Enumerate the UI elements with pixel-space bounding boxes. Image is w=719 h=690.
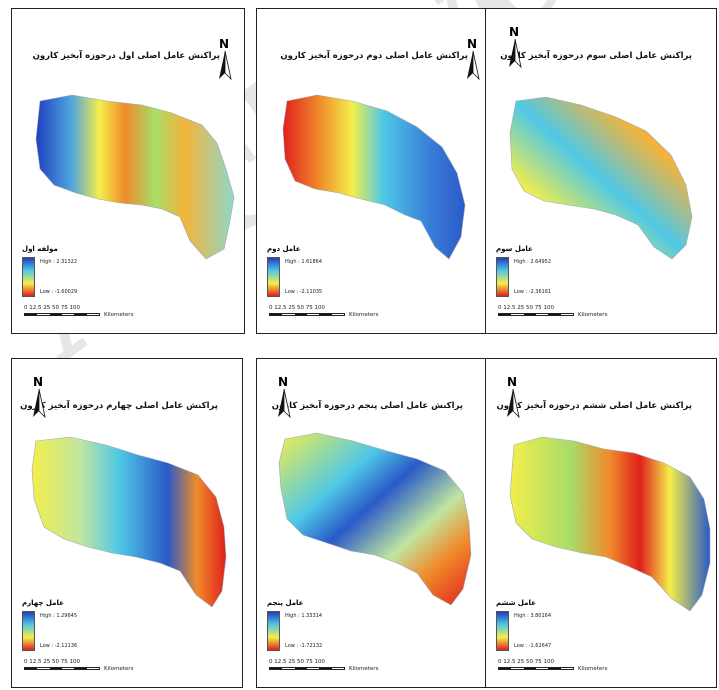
basin-polygon [509,436,711,612]
legend-title: عامل ششم [496,599,536,607]
north-label: N [509,25,520,39]
map-panel: پراکنش عامل اصلی سوم درحوزه آبخیز کارون N… [485,8,717,334]
legend-low-value: Low : -2.11035 [285,289,323,295]
basin-polygon [282,94,466,260]
map-panel: پراکنش عامل اصلی ششم درحوزه آبخیز کارون N… [485,358,717,688]
north-arrow-icon: N [464,37,482,81]
north-label: N [33,375,44,389]
legend-high-value: High : 1.61864 [285,259,323,265]
legend-low-value: Low : -1.72132 [285,643,323,649]
legend-title: مولفه اول [22,245,58,253]
legend-color-ramp [496,257,509,297]
interpolated-surface-map [282,94,466,260]
north-arrow-icon: N [504,375,522,419]
north-arrow-icon: N [30,375,48,419]
legend-high-value: High : 1.33314 [285,613,323,619]
scale-bar-ticks: 0 12.5 25 50 75 100 [24,305,80,311]
legend-title: عامل سوم [496,245,533,253]
map-panel: پراکنش عامل اصلی چهارم درحوزه آبخیز کارو… [11,358,243,688]
legend-color-ramp [267,257,280,297]
north-arrow-icon: N [216,37,234,81]
basin-polygon [509,96,693,260]
scale-bar: 0 12.5 25 50 75 100 Kilometers [24,305,154,321]
basin-polygon [31,436,227,608]
scale-bar-ticks: 0 12.5 25 50 75 100 [498,305,554,311]
north-label: N [467,37,478,51]
interpolated-surface-map [509,96,693,260]
legend-title: عامل دوم [267,245,301,253]
scale-bar: 0 12.5 25 50 75 100 Kilometers [269,659,399,675]
legend-high-value: High : 2.64952 [514,259,552,265]
legend-color-ramp [267,611,280,651]
scale-bar-ticks: 0 12.5 25 50 75 100 [269,659,325,665]
scale-bar-ticks: 0 12.5 25 50 75 100 [24,659,80,665]
map-panel: پراکنش عامل اصلی پنجم درحوزه آبخیز کارون… [256,358,488,688]
scale-bar-ticks: 0 12.5 25 50 75 100 [498,659,554,665]
map-panel: پراکنش عامل اصلی دوم درحوزه آبخیز کارون N… [256,8,493,334]
north-arrow-icon: N [275,375,293,419]
interpolated-surface-map [35,94,235,260]
north-label: N [219,37,230,51]
scale-bar-units: Kilometers [104,666,134,672]
legend-title: عامل چهارم [22,599,64,607]
basin-polygon [278,432,472,606]
map-title: پراکنش عامل اصلی پنجم درحوزه آبخیز کارون [271,401,463,411]
north-arrow-icon: N [506,25,524,69]
legend-color-ramp [496,611,509,651]
legend-low-value: Low : -2.12136 [40,643,78,649]
scale-bar: 0 12.5 25 50 75 100 Kilometers [498,659,628,675]
scale-bar-units: Kilometers [578,312,608,318]
map-title: پراکنش عامل اصلی چهارم درحوزه آبخیز کارو… [20,401,218,411]
legend-color-ramp [22,257,35,297]
map-title: پراکنش عامل اصلی ششم درحوزه آبخیز کارون [496,401,692,411]
interpolated-surface-map [31,436,227,608]
scale-bar-units: Kilometers [349,666,379,672]
interpolated-surface-map [509,436,711,612]
legend-low-value: Low : -1.60029 [40,289,78,295]
scale-bar-units: Kilometers [104,312,134,318]
scale-bar-ticks: 0 12.5 25 50 75 100 [269,305,325,311]
scale-bar: 0 12.5 25 50 75 100 Kilometers [269,305,399,321]
map-title: پراکنش عامل اصلی دوم درحوزه آبخیز کارون [280,51,468,61]
map-title: پراکنش عامل اصلی سوم درحوزه آبخیز کارون [500,51,692,61]
north-label: N [507,375,518,389]
legend-high-value: High : 3.80164 [514,613,552,619]
legend-title: عامل پنجم [267,599,304,607]
legend-low-value: Low : -1.62647 [514,643,552,649]
north-label: N [278,375,289,389]
scale-bar: 0 12.5 25 50 75 100 Kilometers [24,659,154,675]
legend-high-value: High : 1.29645 [40,613,78,619]
legend-low-value: Low : -2.36161 [514,289,552,295]
map-title: پراکنش عامل اصلی اول درحوزه آبخیز کارون [32,51,220,61]
legend-high-value: High : 2.31322 [40,259,78,265]
legend-color-ramp [22,611,35,651]
interpolated-surface-map [278,432,472,606]
basin-polygon [35,94,235,260]
scale-bar: 0 12.5 25 50 75 100 Kilometers [498,305,628,321]
scale-bar-units: Kilometers [578,666,608,672]
map-panel: پراکنش عامل اصلی اول درحوزه آبخیز کارون N… [11,8,245,334]
scale-bar-units: Kilometers [349,312,379,318]
